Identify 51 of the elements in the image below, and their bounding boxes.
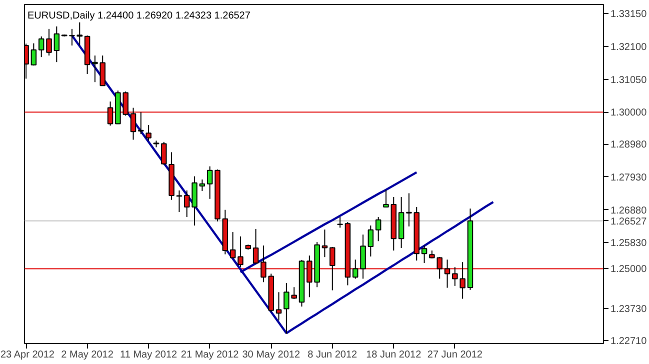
candlestick (375, 216, 382, 242)
candlestick (161, 141, 167, 166)
candlestick (238, 236, 244, 268)
candlestick (107, 101, 114, 126)
candlestick (54, 26, 60, 63)
candlestick (69, 28, 75, 46)
candlestick (276, 292, 282, 321)
candlestick (352, 259, 358, 280)
x-tick-label: 27 Jun 2012 (427, 350, 483, 360)
candlestick (368, 224, 374, 257)
candlestick (406, 192, 412, 227)
candlestick (146, 124, 152, 142)
candlestick (138, 112, 144, 135)
candlestick (130, 107, 136, 140)
text: EURUSD,Daily 1.24400 1.26920 1.24323 1.26527 (28, 10, 251, 22)
candlestick (199, 178, 206, 192)
candlestick (383, 189, 389, 208)
y-tick-label: 1.25830 (610, 238, 648, 250)
y-tick-label: 1.27930 (610, 172, 648, 184)
y-tick-label: 1.31050 (610, 74, 648, 86)
y-tick-label: 1.23730 (610, 304, 648, 315)
candlestick (252, 228, 259, 264)
x-tick-label: 2 May 2012 (61, 350, 114, 360)
candlestick (38, 36, 44, 58)
candlestick (184, 190, 190, 218)
candlestick (360, 234, 366, 280)
ref-line-label: 1.25000 (610, 264, 648, 276)
candlestick (452, 266, 458, 286)
candlestick (460, 262, 466, 300)
x-tick-label: 30 May 2012 (242, 350, 300, 360)
candlestick (76, 22, 83, 46)
y-tick-label: 1.32100 (610, 42, 648, 53)
x-tick-label: 11 May 2012 (120, 350, 178, 360)
y-tick-label: 1.28980 (610, 140, 648, 151)
candlestick (230, 232, 236, 258)
candlestick (30, 42, 37, 66)
candlestick (444, 259, 450, 288)
y-tick-label: 1.22710 (610, 336, 648, 347)
candlestick (206, 166, 213, 200)
candlestick (337, 216, 343, 228)
x-tick-label: 8 Jun 2012 (308, 350, 358, 360)
x-tick-label: 23 Apr 2012 (0, 350, 55, 360)
candlestick (46, 28, 52, 56)
ref-line-label: 1.30000 (610, 108, 648, 119)
y-tick-label: 1.33150 (610, 9, 648, 20)
x-tick-label: 21 May 2012 (180, 350, 240, 360)
x-tick-label: 18 Jun 2012 (366, 350, 422, 360)
y-tick-label: 1.26880 (610, 205, 648, 216)
candlestick (330, 246, 336, 291)
candlestick (421, 245, 428, 264)
ref-line-label: 1.26527 (610, 216, 648, 228)
